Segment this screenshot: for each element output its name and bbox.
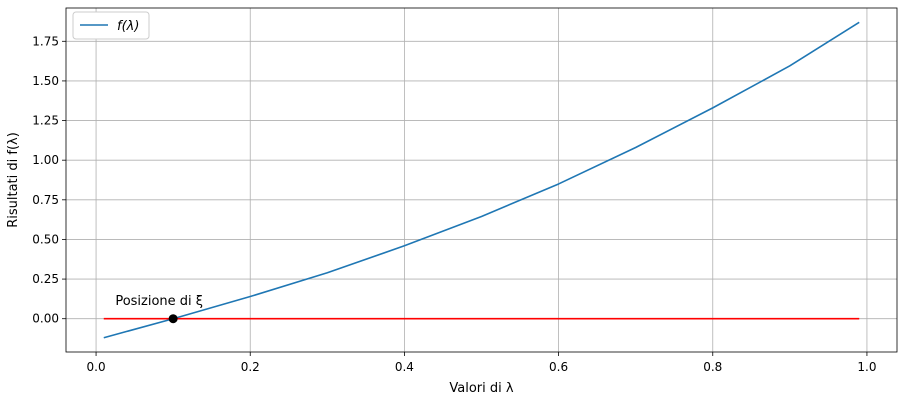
y-tick-label: 0.50 bbox=[32, 232, 59, 246]
plot-background bbox=[66, 8, 897, 352]
xi-annotation: Posizione di ξ bbox=[115, 294, 203, 309]
x-tick-label: 0.2 bbox=[241, 360, 260, 374]
y-tick-label: 1.50 bbox=[32, 74, 59, 88]
legend-label-f: f(λ) bbox=[117, 19, 139, 34]
x-tick-label: 1.0 bbox=[857, 360, 876, 374]
x-tick-label: 0.8 bbox=[703, 360, 722, 374]
x-axis-label: Valori di λ bbox=[449, 381, 514, 396]
y-tick-label: 0.25 bbox=[32, 272, 59, 286]
y-axis-label: Risultati di f(λ) bbox=[6, 132, 21, 228]
x-tick-label: 0.6 bbox=[549, 360, 568, 374]
y-tick-label: 1.25 bbox=[32, 114, 59, 128]
legend-box bbox=[72, 11, 150, 40]
y-tick-label: 1.75 bbox=[32, 34, 59, 48]
xi-point-marker bbox=[168, 314, 178, 324]
x-tick-label: 0.0 bbox=[87, 360, 106, 374]
plot-frame bbox=[65, 7, 898, 353]
y-tick-label: 0.75 bbox=[32, 193, 59, 207]
series-line-f bbox=[103, 21, 860, 339]
y-tick-label: 0.00 bbox=[32, 312, 59, 326]
y-tick-label: 1.00 bbox=[32, 153, 59, 167]
x-tick-label: 0.4 bbox=[395, 360, 414, 374]
